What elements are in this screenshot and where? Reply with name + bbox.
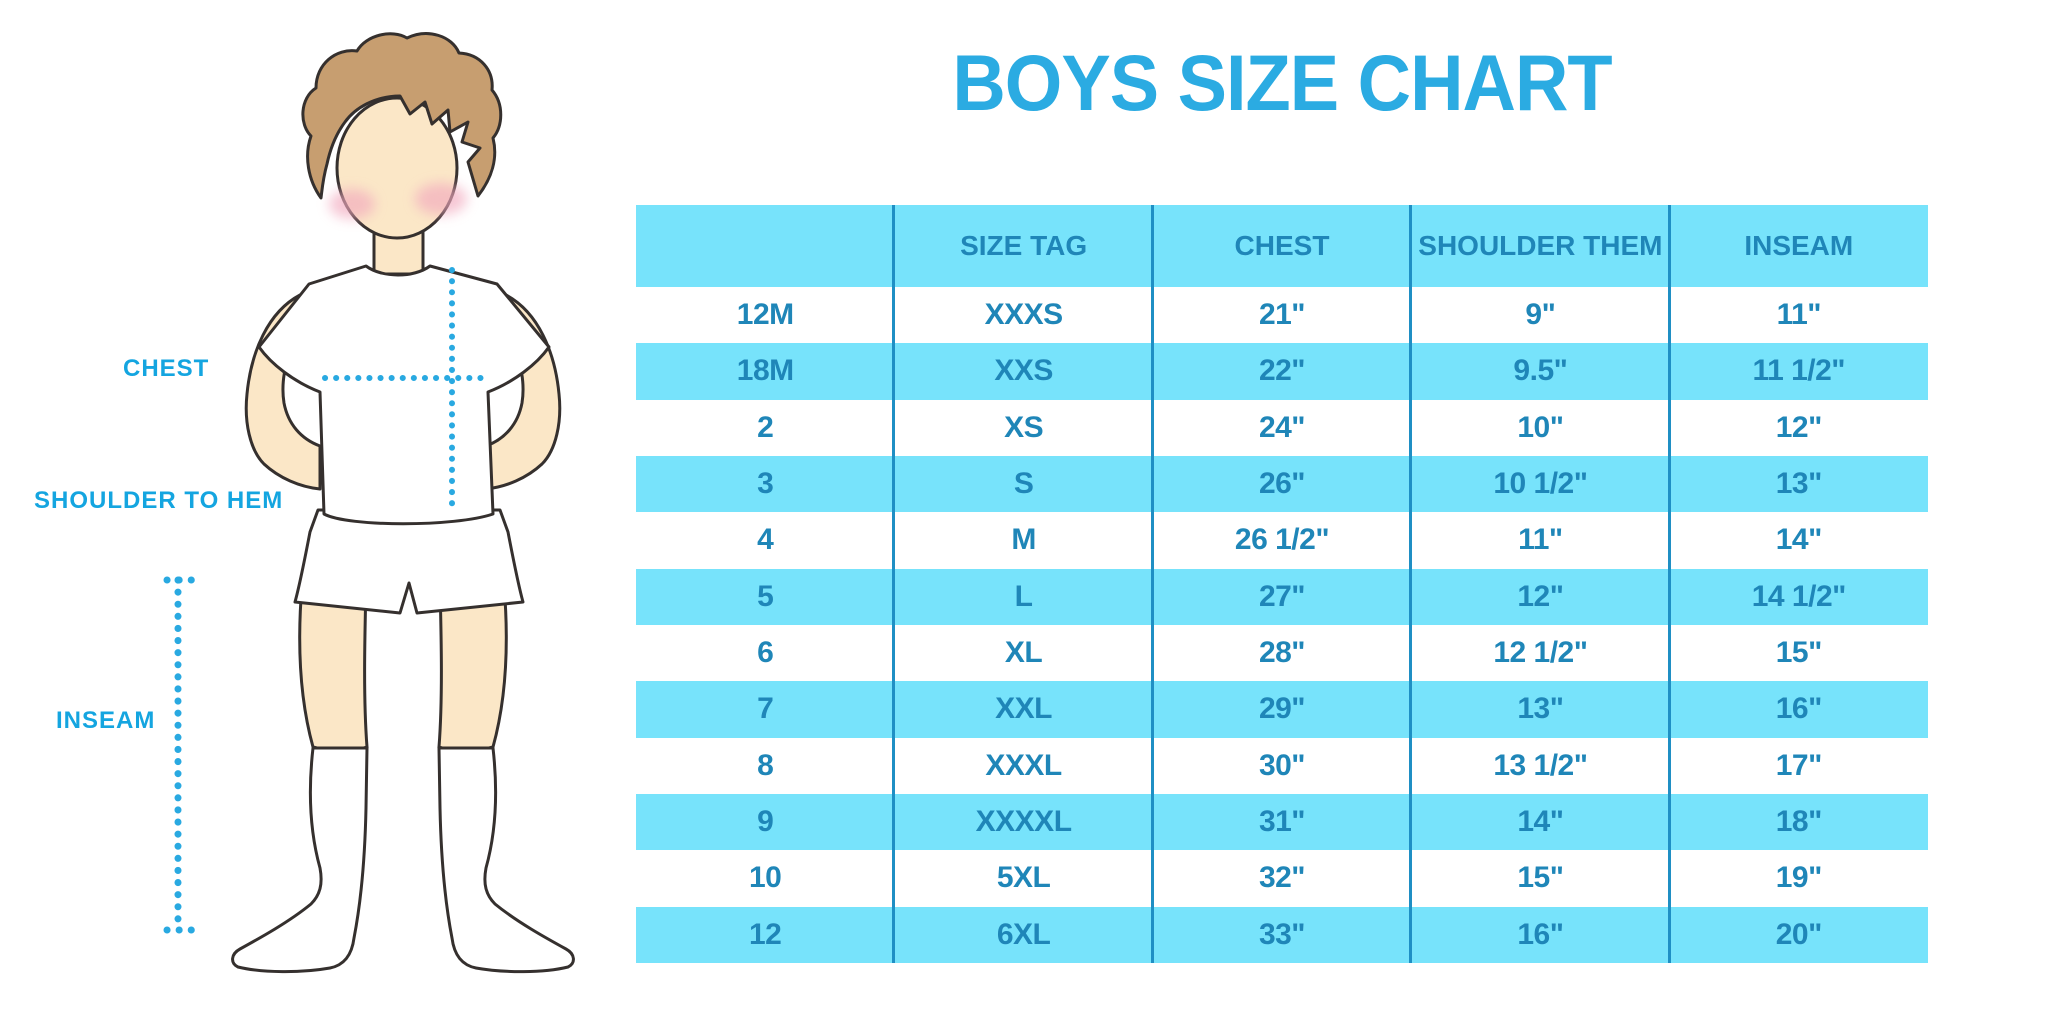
cell-shoulder: 9" — [1525, 298, 1556, 332]
cell-chest: 21" — [1258, 298, 1306, 332]
size-table: SIZE TAG CHEST SHOULDER THEM INSEAM 12M … — [636, 205, 1928, 963]
table-row: 12M XXXS 21" 9" 11" — [636, 287, 1928, 343]
cell-inseam: 14 1/2" — [1751, 579, 1847, 613]
cell-age: 4 — [757, 523, 774, 557]
cell-size-tag: 6XL — [996, 917, 1051, 951]
table-row: 5 L 27" 12" 14 1/2" — [636, 568, 1928, 625]
table-row: 18M XXS 22" 9.5" 11 1/2" — [636, 343, 1928, 400]
cell-chest: 32" — [1258, 861, 1306, 895]
cell-size-tag: XXXL — [985, 748, 1062, 782]
cell-size-tag: XXXS — [984, 298, 1064, 332]
cell-age: 6 — [757, 636, 774, 670]
cell-chest: 22" — [1258, 354, 1306, 388]
cell-shoulder: 9.5" — [1513, 354, 1568, 388]
measurement-lines — [163, 267, 492, 934]
table-row: 3 S 26" 10 1/2" 13" — [636, 455, 1928, 513]
hair — [301, 32, 503, 200]
cell-shoulder: 10 1/2" — [1493, 467, 1588, 501]
cell-chest: 28" — [1258, 636, 1306, 670]
cell-age: 8 — [757, 748, 774, 782]
t-shirt — [257, 264, 551, 526]
cell-chest: 26 1/2" — [1234, 523, 1330, 557]
inseam-label: INSEAM — [56, 707, 156, 734]
chest-label: CHEST — [123, 355, 210, 382]
table-row: 9 XXXXL 31" 14" 18" — [636, 793, 1928, 851]
table-row: 2 XS 24" 10" 12" — [636, 400, 1928, 456]
cell-size-tag: 5XL — [996, 861, 1051, 895]
header-cell-chest: CHEST — [1234, 230, 1330, 261]
cell-inseam: 19" — [1775, 861, 1823, 895]
cell-size-tag: XL — [1004, 636, 1043, 670]
cell-shoulder: 16" — [1517, 917, 1564, 951]
cell-size-tag: XXS — [994, 354, 1053, 388]
cell-size-tag: L — [1014, 579, 1033, 613]
table-row: 10 5XL 32" 15" 19" — [636, 850, 1928, 906]
cell-age: 2 — [757, 410, 774, 444]
socks — [231, 746, 575, 974]
cell-inseam: 11" — [1776, 298, 1822, 332]
cell-shoulder: 13" — [1517, 692, 1564, 726]
cell-size-tag: S — [1013, 467, 1034, 501]
table-row: 7 XXL 29" 13" 16" — [636, 681, 1928, 738]
table-row: 4 M 26 1/2" 11" 14" — [636, 512, 1928, 568]
cell-inseam: 20" — [1775, 917, 1823, 951]
cell-age: 12 — [749, 917, 782, 951]
table-row: 12 6XL 33" 16" 20" — [636, 906, 1928, 963]
measurement-figure: CHEST SHOULDER TO HEM INSEAM — [0, 0, 636, 1024]
header-cell-size-tag: SIZE TAG — [960, 230, 1088, 261]
table-body: 12M XXXS 21" 9" 11" 18M XXS 22" 9.5" 11 … — [636, 287, 1928, 963]
cell-inseam: 15" — [1775, 636, 1823, 670]
cell-shoulder: 10" — [1517, 410, 1564, 444]
header-cell-blank — [636, 205, 894, 287]
cell-age: 5 — [757, 579, 774, 613]
cell-shoulder: 12 1/2" — [1493, 636, 1588, 670]
cell-inseam: 13" — [1775, 467, 1823, 501]
cell-size-tag: M — [1011, 523, 1036, 557]
cell-shoulder: 12" — [1517, 579, 1564, 613]
cell-chest: 29" — [1258, 692, 1306, 726]
header-cell-inseam: INSEAM — [1744, 230, 1854, 261]
cell-inseam: 12" — [1775, 410, 1823, 444]
cell-chest: 30" — [1258, 748, 1306, 782]
cell-age: 18M — [736, 354, 794, 388]
cell-age: 10 — [749, 861, 782, 895]
cell-shoulder: 14" — [1517, 805, 1564, 839]
cell-size-tag: XS — [1004, 410, 1044, 444]
cell-age: 9 — [757, 805, 774, 839]
cell-chest: 33" — [1258, 917, 1306, 951]
legs — [298, 583, 508, 753]
table-row: 8 XXXL 30" 13 1/2" 17" — [636, 738, 1928, 794]
cell-inseam: 17" — [1775, 748, 1823, 782]
blush-cheeks — [329, 183, 467, 219]
cell-shoulder: 15" — [1517, 861, 1564, 895]
cell-inseam: 14" — [1775, 523, 1823, 557]
shoulder-to-hem-label: SHOULDER TO HEM — [34, 487, 284, 514]
cell-chest: 27" — [1258, 579, 1306, 613]
cell-shoulder: 11" — [1518, 523, 1563, 557]
table-row: 6 XL 28" 12 1/2" 15" — [636, 625, 1928, 681]
cell-chest: 31" — [1258, 805, 1306, 839]
shorts — [293, 508, 525, 615]
cell-shoulder: 13 1/2" — [1493, 748, 1588, 782]
cell-chest: 26" — [1258, 467, 1306, 501]
cell-inseam: 11 1/2" — [1752, 354, 1846, 388]
header-cell-shoulder: SHOULDER THEM — [1418, 230, 1663, 261]
cell-chest: 24" — [1258, 410, 1306, 444]
cell-size-tag: XXL — [995, 692, 1053, 726]
table-header-row: SIZE TAG CHEST SHOULDER THEM INSEAM — [636, 205, 1928, 287]
page-title: BOYS SIZE CHART — [952, 39, 1612, 128]
cell-age: 7 — [757, 692, 774, 726]
cell-age: 12M — [736, 298, 794, 332]
cell-inseam: 18" — [1775, 805, 1823, 839]
cell-size-tag: XXXXL — [975, 805, 1072, 839]
cell-age: 3 — [757, 467, 774, 501]
cell-inseam: 16" — [1775, 692, 1823, 726]
boy-illustration — [163, 32, 575, 974]
